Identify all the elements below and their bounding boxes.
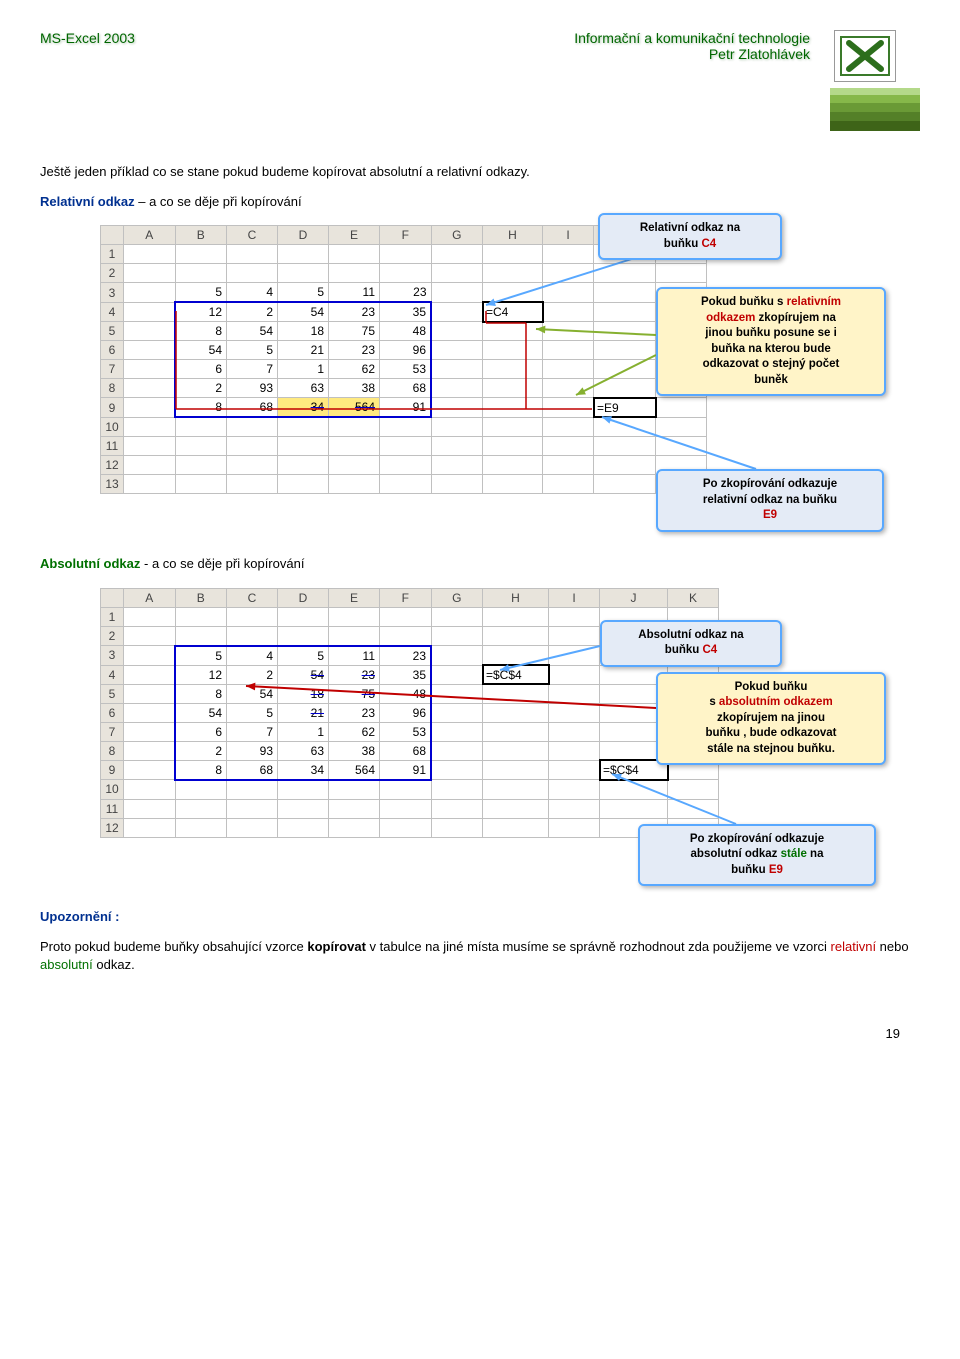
header-right-line2: Petr Zlatohlávek xyxy=(425,46,810,62)
green-bars-decor xyxy=(830,86,920,136)
callout-mid: Pokud buňku s relativnímodkazem zkopíruj… xyxy=(656,287,886,396)
intro-paragraph: Ještě jeden příklad co se stane pokud bu… xyxy=(40,163,920,181)
header-right: Informační a komunikační technologie Pet… xyxy=(425,30,810,62)
callout-top: Absolutní odkaz nabuňku C4 xyxy=(600,620,782,667)
notice-paragraph: Proto pokud budeme buňky obsahující vzor… xyxy=(40,938,920,974)
notice-text-1: Proto pokud budeme buňky obsahující vzor… xyxy=(40,939,307,954)
notice-label: Upozornění : xyxy=(40,908,920,926)
excel-icon xyxy=(834,30,896,82)
section2-title: Absolutní odkaz - a co se děje při kopír… xyxy=(40,555,920,573)
section2-title-prefix: Absolutní odkaz xyxy=(40,556,140,571)
page-header: MS-Excel 2003 Informační a komunikační t… xyxy=(0,0,960,141)
callout-bot: Po zkopírování odkazujerelativní odkaz n… xyxy=(656,469,884,532)
section1-title-prefix: Relativní odkaz xyxy=(40,194,135,209)
notice-green-absolutni: absolutní xyxy=(40,957,93,972)
callout-mid: Pokud buňkus absolutním odkazemzkopíruje… xyxy=(656,672,886,766)
section1-title: Relativní odkaz – a co se děje při kopír… xyxy=(40,193,920,211)
notice-red-relativni: relativní xyxy=(831,939,877,954)
notice-text-7: odkaz. xyxy=(93,957,135,972)
figure-relative: ABCDEFGHIJK12354511234122542335=C4585418… xyxy=(100,225,900,535)
page-number: 19 xyxy=(0,1006,960,1081)
header-logo xyxy=(810,30,920,136)
notice-bold-kopirovat: kopírovat xyxy=(307,939,366,954)
callout-bot: Po zkopírování odkazujeabsolutní odkaz s… xyxy=(638,824,876,887)
spreadsheet-table: ABCDEFGHIJK12354511234122542335=C4585418… xyxy=(100,225,707,494)
header-left-text: MS-Excel 2003 xyxy=(40,30,425,46)
header-right-line1: Informační a komunikační technologie xyxy=(425,30,810,46)
page-content: Ještě jeden příklad co se stane pokud bu… xyxy=(0,141,960,1006)
figure-absolute: ABCDEFGHIJK12354511234122542335=$C$45854… xyxy=(100,588,900,888)
section1-title-rest: – a co se děje při kopírování xyxy=(135,194,302,209)
notice-text-3: v tabulce na jiné místa musíme se správn… xyxy=(366,939,831,954)
callout-top: Relativní odkaz nabuňku C4 xyxy=(598,213,782,260)
section2-title-rest: a co se děje při kopírování xyxy=(152,556,304,571)
section2-title-dash: - xyxy=(140,556,152,571)
notice-text-5: nebo xyxy=(876,939,909,954)
